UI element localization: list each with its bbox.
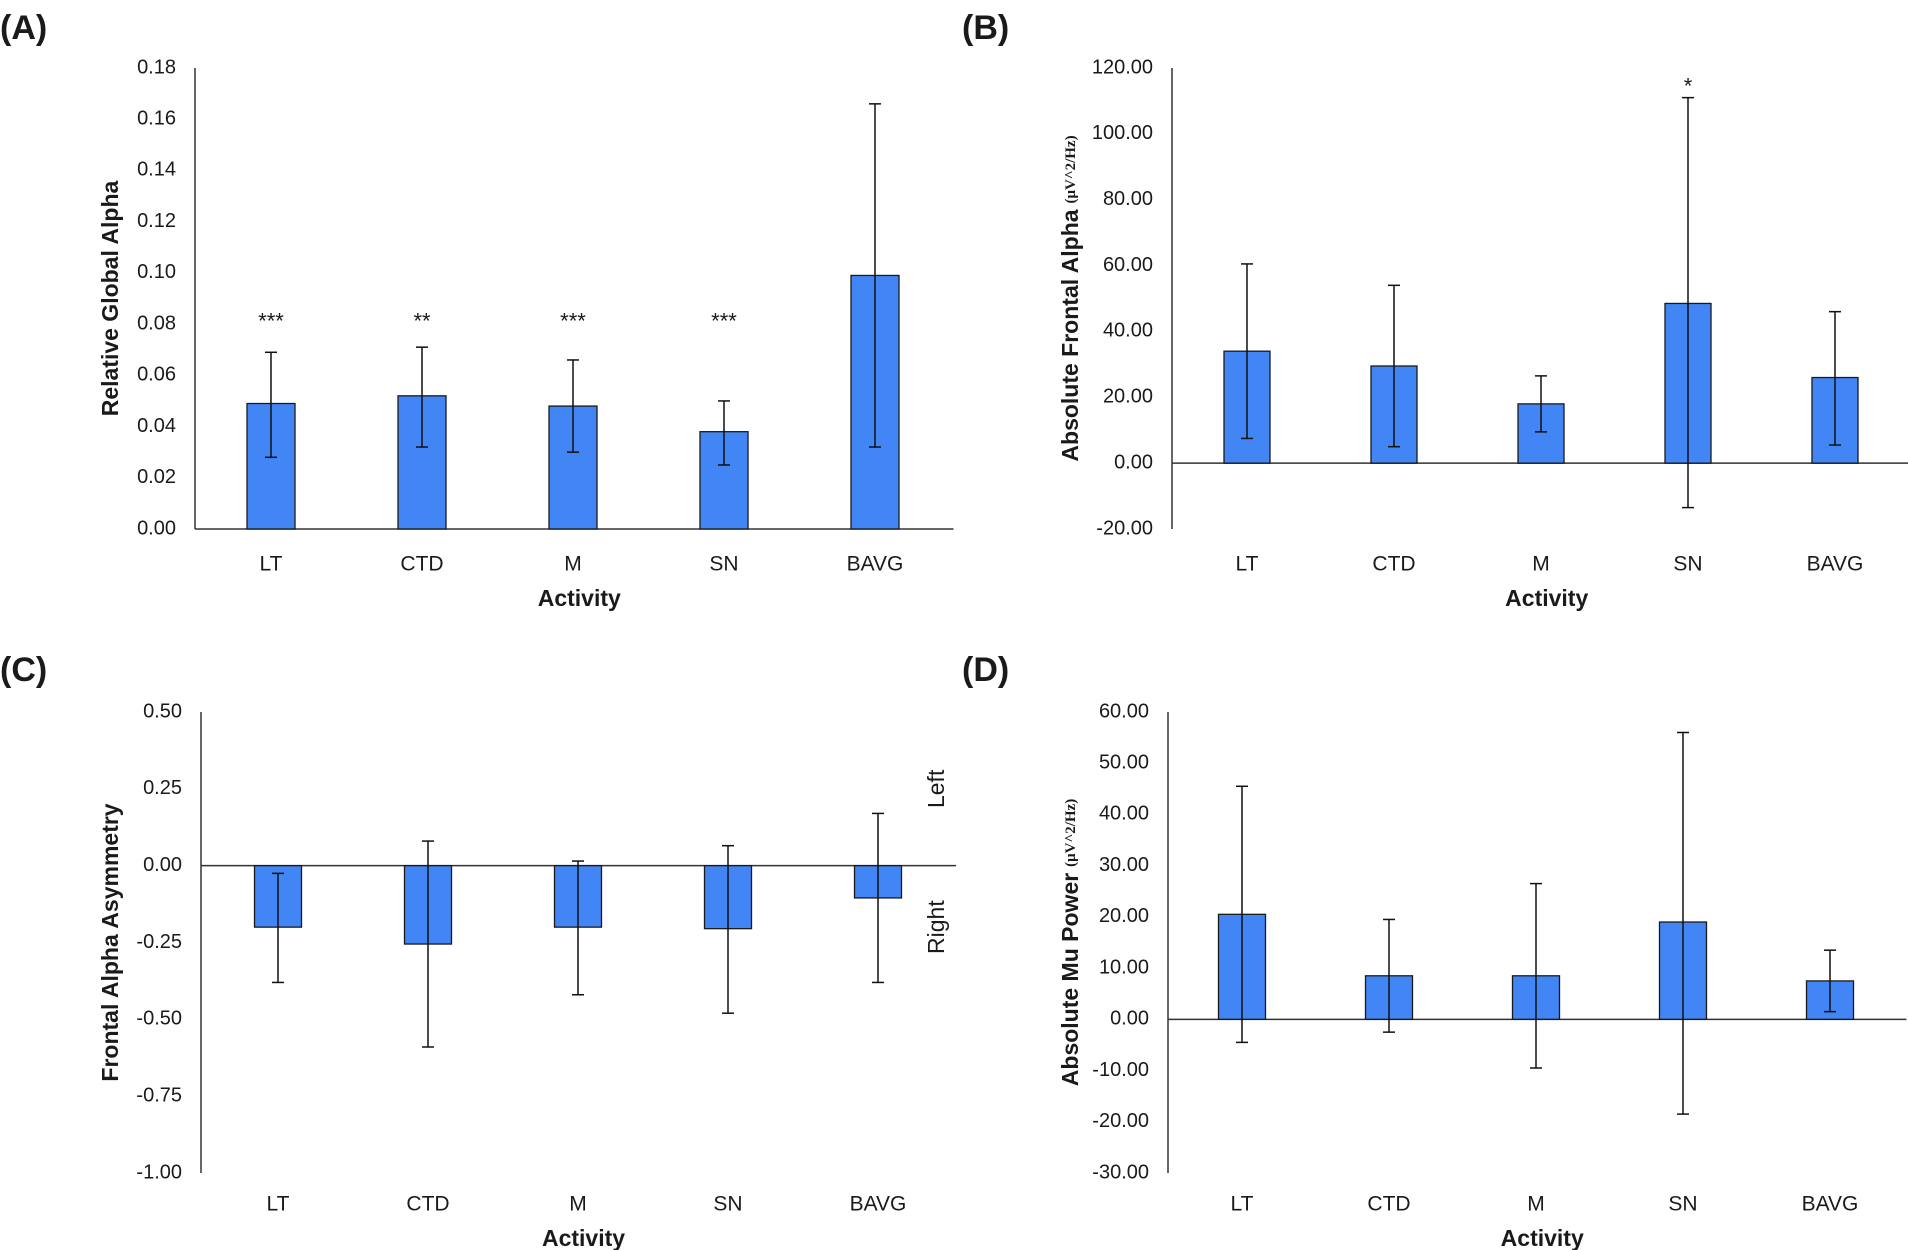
y-tick-label: 0.00 — [137, 517, 176, 539]
y-tick-label: 0.14 — [137, 159, 176, 181]
x-category-label: BAVG — [1807, 553, 1864, 576]
x-axis-title: Activity — [542, 1225, 625, 1250]
y-tick-label: 0.12 — [137, 210, 176, 232]
significance-marker: * — [1684, 73, 1693, 98]
y-tick-label: 0.10 — [137, 261, 176, 283]
x-category-label: SN — [1673, 553, 1702, 576]
y-axis-title: Absolute Frontal Alpha (μV^2/Hz) — [1057, 135, 1083, 461]
y-axis-title: Frontal Alpha Asymmetry — [97, 803, 123, 1081]
y-tick-label: 0.06 — [137, 364, 176, 386]
x-category-label: CTD — [406, 1193, 449, 1216]
y-tick-label: 0.16 — [137, 108, 176, 130]
y-tick-label: 0.50 — [143, 700, 182, 722]
y-tick-label: 0.04 — [137, 415, 176, 437]
y-tick-label: 0.00 — [143, 854, 182, 876]
y-tick-label: 80.00 — [1103, 188, 1153, 210]
y-tick-label: 0.25 — [143, 777, 182, 799]
x-category-label: CTD — [1372, 553, 1415, 576]
y-tick-label: -0.25 — [136, 931, 182, 953]
y-tick-label: 100.00 — [1092, 122, 1153, 144]
y-tick-label: -20.00 — [1092, 1110, 1149, 1132]
y-tick-label: 120.00 — [1092, 56, 1153, 78]
chart-panel-3: (C) -1.00 -0.75 -0.50 -0.25 0.00 0.25 0.50 LT CTD… — [0, 651, 956, 1250]
x-category-label: SN — [709, 553, 738, 576]
x-axis-title: Activity — [1505, 585, 1588, 611]
x-category-label: BAVG — [847, 553, 904, 576]
y-axis-title-text: Relative Global Alpha — [97, 180, 123, 416]
significance-marker: *** — [258, 309, 284, 334]
significance-marker: ** — [413, 309, 431, 334]
y-tick-label: -1.00 — [136, 1161, 182, 1183]
y-tick-label: 50.00 — [1099, 752, 1149, 774]
y-tick-label: -20.00 — [1096, 517, 1153, 539]
y-tick-label: 40.00 — [1103, 320, 1153, 342]
y-axis-title-text: Absolute Mu Power — [1057, 873, 1083, 1086]
bar-ctd — [397, 395, 447, 530]
y-tick-label: 0.02 — [137, 466, 176, 488]
x-category-label: LT — [260, 553, 283, 576]
x-category-label: SN — [1668, 1193, 1697, 1216]
y-axis-title-text: Frontal Alpha Asymmetry — [97, 803, 123, 1081]
x-category-label: M — [569, 1193, 587, 1216]
side-label-right: Right — [923, 900, 949, 954]
x-category-label: M — [1532, 553, 1550, 576]
y-tick-label: 10.00 — [1099, 956, 1149, 978]
x-category-label: BAVG — [1802, 1193, 1859, 1216]
side-label-left: Left — [923, 769, 949, 808]
y-tick-label: 60.00 — [1103, 254, 1153, 276]
x-category-label: M — [1527, 1193, 1545, 1216]
y-tick-label: -0.75 — [136, 1084, 182, 1106]
y-axis-unit: (μV^2/Hz) — [1063, 135, 1079, 203]
y-tick-label: 0.18 — [137, 56, 176, 78]
x-category-label: LT — [1231, 1193, 1254, 1216]
chart-panel-4: (D) -30.00 -20.00 -10.00 0.00 10.00 20.00 30.00… — [962, 651, 1907, 1250]
y-tick-label: 0.08 — [137, 312, 176, 334]
y-tick-label: -10.00 — [1092, 1059, 1149, 1081]
y-axis-title: Relative Global Alpha — [97, 180, 123, 416]
y-tick-label: 30.00 — [1099, 854, 1149, 876]
panel-label: (B) — [962, 9, 1009, 47]
x-category-label: LT — [267, 1193, 290, 1216]
x-category-label: LT — [1236, 553, 1259, 576]
x-category-label: CTD — [400, 553, 443, 576]
x-category-label: CTD — [1367, 1193, 1410, 1216]
y-axis-title-text: Absolute Frontal Alpha — [1057, 209, 1083, 461]
x-axis-title: Activity — [1501, 1225, 1584, 1250]
x-category-label: M — [564, 553, 582, 576]
y-axis-title: Absolute Mu Power (μV^2/Hz) — [1057, 799, 1083, 1086]
significance-marker: *** — [711, 309, 737, 334]
y-axis-unit: (μV^2/Hz) — [1063, 799, 1079, 867]
y-tick-label: 0.00 — [1110, 1008, 1149, 1030]
y-tick-label: -30.00 — [1092, 1161, 1149, 1183]
y-tick-label: -0.50 — [136, 1008, 182, 1030]
significance-marker: *** — [560, 309, 586, 334]
panel-label: (C) — [0, 651, 47, 689]
chart-panel-1: (A) 0.00 0.02 0.04 0.06 0.08 0.10 0.12 0.14 0.16 0… — [0, 9, 954, 611]
y-tick-label: 20.00 — [1099, 905, 1149, 927]
chart-panel-2: (B) -20.00 0.00 20.00 40.00 60.00 80.00 100.00 1… — [962, 9, 1908, 611]
y-tick-label: 20.00 — [1103, 386, 1153, 408]
x-axis-title: Activity — [538, 585, 621, 611]
panel-label: (D) — [962, 651, 1009, 689]
y-tick-label: 40.00 — [1099, 803, 1149, 825]
y-tick-label: 60.00 — [1099, 700, 1149, 722]
x-category-label: BAVG — [850, 1193, 907, 1216]
x-category-label: SN — [713, 1193, 742, 1216]
panel-label: (A) — [0, 9, 47, 47]
y-tick-label: 0.00 — [1114, 451, 1153, 473]
